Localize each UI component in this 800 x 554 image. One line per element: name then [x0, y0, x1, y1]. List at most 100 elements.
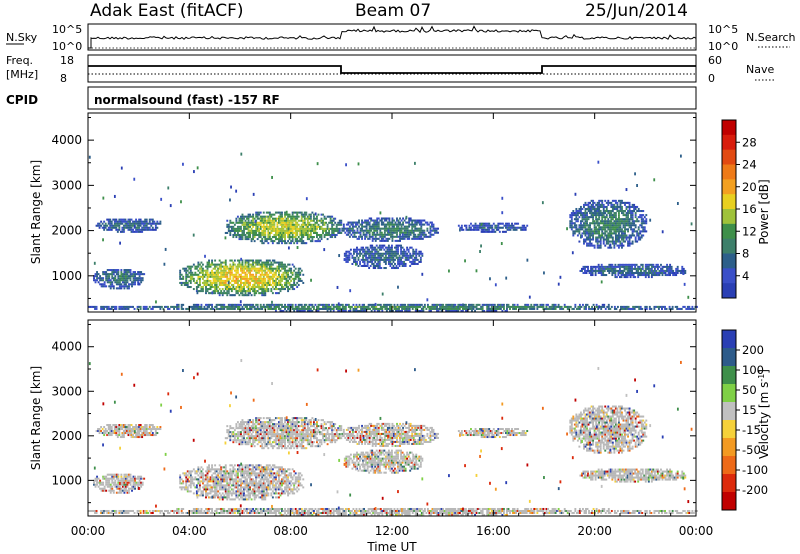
power-echo-cell	[312, 213, 315, 216]
power-echo-cell	[217, 275, 220, 278]
power-echo-cell	[378, 252, 381, 255]
power-echo-cell	[195, 279, 198, 282]
power-echo-cell	[258, 269, 261, 272]
power-echo-cell	[592, 234, 595, 237]
power-echo-cell	[246, 290, 248, 293]
power-echo-cell	[408, 231, 411, 234]
power-echo-cell	[484, 303, 487, 306]
power-echo-cell	[380, 254, 383, 257]
power-echo-cell	[117, 287, 120, 290]
power-echo-speckle	[479, 250, 481, 254]
power-echo-cell	[279, 229, 282, 232]
power-echo-cell	[200, 303, 203, 306]
power-echo-cell	[211, 269, 214, 272]
power-echo-cell	[94, 279, 97, 282]
power-echo-cell	[593, 265, 596, 268]
power-echo-cell	[622, 274, 624, 277]
power-echo-cell	[384, 256, 387, 259]
power-echo-cell	[545, 303, 548, 306]
power-echo-cell	[589, 224, 591, 227]
power-echo-cell	[102, 277, 105, 280]
power-echo-cell	[369, 303, 372, 306]
power-echo-cell	[124, 273, 127, 276]
power-echo-cell	[631, 240, 634, 243]
power-echo-cell	[415, 229, 418, 232]
power-echo-cell	[581, 218, 584, 221]
power-echo-cell	[601, 230, 604, 233]
power-echo-cell	[118, 224, 121, 227]
power-echo-cell	[621, 242, 623, 245]
power-echo-cell	[215, 273, 218, 276]
power-echo-cell	[230, 265, 233, 268]
power-echo-cell	[392, 309, 394, 312]
power-echo-cell	[332, 223, 335, 226]
power-echo-cell	[386, 239, 389, 242]
power-echo-cell	[613, 212, 616, 215]
power-echo-cell	[604, 232, 607, 235]
power-echo-cell	[300, 242, 303, 245]
power-echo-cell	[598, 230, 601, 233]
power-echo-cell	[233, 294, 236, 297]
power-echo-cell	[581, 224, 584, 227]
power-echo-cell	[291, 305, 294, 308]
power-echo-cell	[365, 250, 368, 253]
power-echo-cell	[244, 233, 247, 237]
power-echo-cell	[406, 237, 409, 240]
power-echo-cell	[334, 236, 337, 239]
power-echo-cell	[206, 261, 209, 264]
power-echo-cell	[487, 303, 490, 306]
power-echo-cell	[514, 222, 517, 225]
power-echo-cell	[220, 273, 223, 276]
power-echo-cell	[302, 221, 305, 224]
power-echo-cell	[578, 226, 581, 229]
power-echo-cell	[177, 307, 180, 310]
power-echo-cell	[224, 271, 227, 274]
power-echo-cell	[267, 277, 270, 280]
power-echo-cell	[282, 267, 285, 270]
power-echo-cell	[628, 263, 631, 266]
power-echo-cell	[378, 307, 381, 310]
power-echo-cell	[236, 259, 239, 262]
power-echo-cell	[631, 271, 634, 275]
power-echo-cell	[244, 225, 247, 228]
power-echo-cell	[197, 261, 200, 264]
power-echo-cell	[404, 303, 407, 306]
power-echo-cell	[132, 305, 134, 308]
power-echo-cell	[241, 217, 244, 220]
power-echo-cell	[631, 224, 634, 227]
power-echo-cell	[281, 277, 283, 280]
power-echo-cell	[466, 305, 469, 308]
power-echo-cell	[139, 220, 142, 223]
power-echo-cell	[351, 223, 354, 226]
power-echo-cell	[214, 271, 217, 274]
power-echo-cell	[599, 265, 602, 268]
power-echo-cell	[625, 236, 628, 239]
power-echo-cell	[240, 279, 242, 282]
power-echo-cell	[497, 222, 500, 225]
power-echo-cell	[112, 279, 115, 282]
power-echo-cell	[291, 277, 294, 280]
power-echo-cell	[576, 214, 579, 217]
power-echo-cell	[285, 217, 288, 220]
power-echo-cell	[297, 305, 300, 308]
power-echo-cell	[406, 254, 409, 257]
power-echo-cell	[261, 221, 264, 224]
power-echo-speckle	[598, 305, 600, 309]
power-echo-cell	[613, 246, 616, 249]
power-echo-cell	[612, 271, 615, 275]
power-echo-cell	[397, 246, 399, 249]
power-echo-cell	[297, 275, 300, 278]
power-echo-cell	[180, 307, 183, 310]
power-echo-speckle	[597, 160, 600, 164]
power-echo-cell	[331, 233, 334, 237]
power-echo-cell	[375, 307, 378, 310]
power-echo-cell	[223, 303, 226, 306]
power-echo-cell	[590, 222, 593, 225]
power-echo-cell	[271, 236, 274, 239]
power-echo-cell	[267, 307, 270, 310]
power-echo-cell	[498, 226, 501, 229]
power-echo-cell	[297, 211, 300, 214]
power-echo-cell	[130, 222, 133, 225]
power-echo-cell	[351, 229, 354, 232]
power-echo-cell	[198, 307, 201, 310]
